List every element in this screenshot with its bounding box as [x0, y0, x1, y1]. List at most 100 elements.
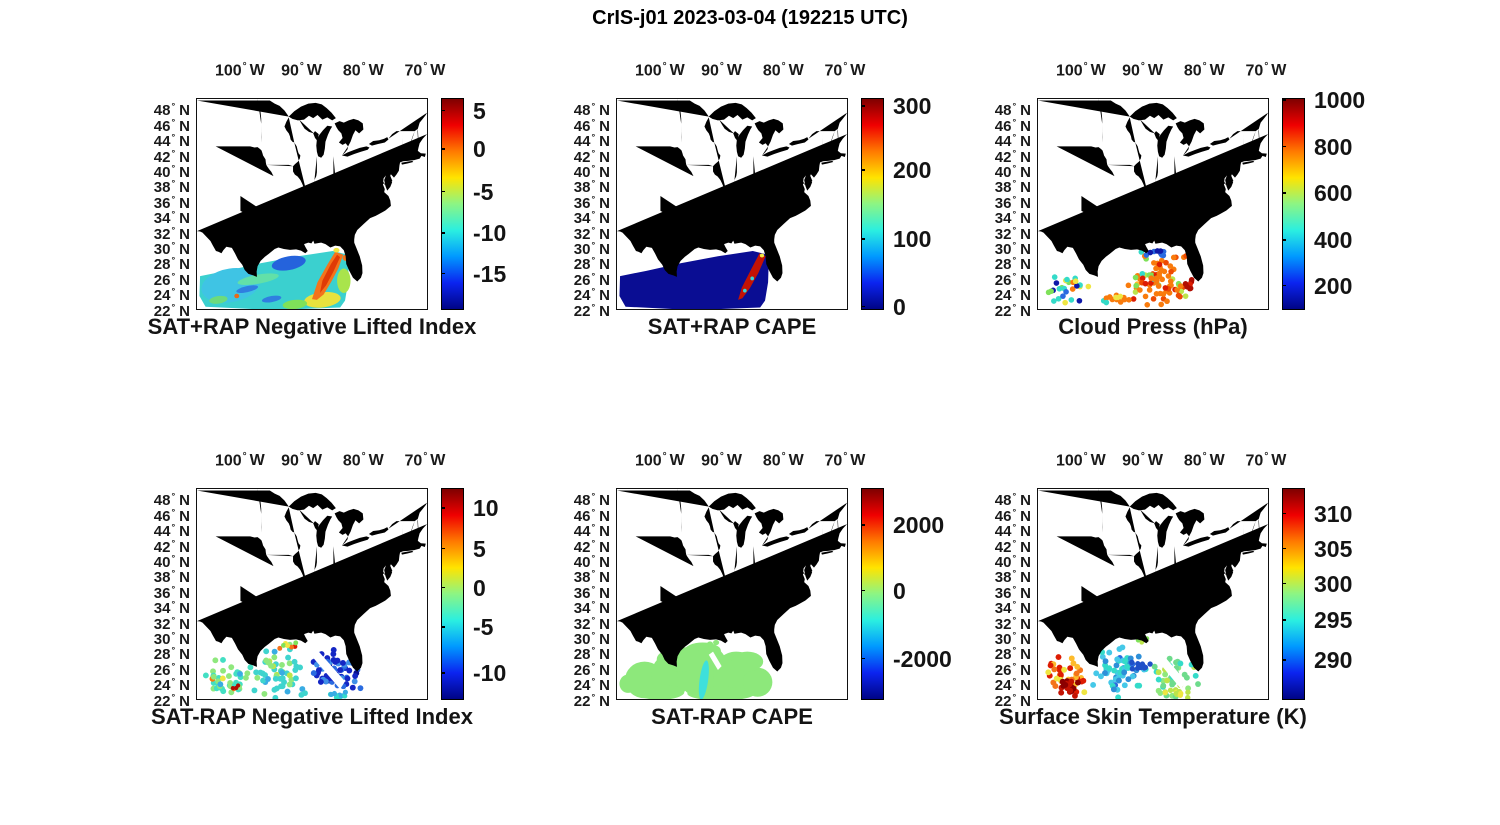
scatter-dot	[1155, 676, 1162, 683]
scatter-dot	[225, 673, 232, 680]
scatter-dot	[1057, 671, 1064, 678]
lat-tick-label: 28° N	[573, 255, 610, 274]
lat-tick-label: 46° N	[573, 506, 610, 525]
lat-tick-label: 40° N	[573, 553, 610, 572]
lat-tick-label: 22° N	[573, 691, 610, 710]
lat-tick-label: 34° N	[573, 599, 610, 618]
scatter-dot	[1159, 276, 1165, 283]
colorbar-tick-label: 0	[893, 577, 906, 604]
scatter-dot	[279, 669, 286, 676]
panel-sat-minus-rap-cape: 100° W 90° W 80° W 70° W 48° N 46° N 44° N 42° N 40° N 38…	[574, 451, 952, 729]
lat-tick-label: 26° N	[994, 660, 1031, 679]
lon-tick-label: 80° W	[342, 451, 384, 470]
scatter-dot	[1067, 665, 1074, 672]
scatter-dot	[1150, 296, 1157, 302]
map-svg	[1038, 99, 1268, 308]
colorbar-tick-mark	[1282, 239, 1286, 241]
scatter-dot	[286, 660, 293, 667]
scatter-dot	[263, 648, 270, 655]
scatter-dot	[1102, 658, 1109, 665]
colorbar-tick-label: -5	[473, 178, 494, 205]
scatter-dot	[1115, 694, 1122, 699]
map-frame	[196, 488, 428, 700]
colorbar-tick-label: 300	[893, 93, 932, 120]
scatter-dot	[228, 664, 235, 671]
colorbar-tick-mark	[441, 148, 445, 150]
us-state-boundaries	[1038, 99, 1268, 282]
map-frame	[196, 98, 428, 310]
scatter-dot	[1070, 660, 1077, 667]
scatter-dot	[1075, 679, 1081, 686]
scatter-dot	[1147, 661, 1153, 667]
colorbar-tick-label: 200	[893, 157, 932, 184]
scatter-dot	[1144, 301, 1151, 308]
data-patch	[282, 299, 308, 309]
data-patch	[333, 247, 340, 253]
scatter-dot	[247, 664, 254, 671]
map-svg	[1038, 489, 1268, 699]
lon-tick-label: 80° W	[762, 451, 804, 470]
lat-tick-label: 48° N	[994, 491, 1031, 510]
scatter-dot	[1129, 673, 1136, 680]
scatter-dot	[1185, 694, 1191, 699]
colorbar-tick-label: 600	[1314, 180, 1353, 207]
scatter-dot	[263, 657, 270, 664]
colorbar-tick-label: -2000	[893, 645, 952, 672]
scatter-dot	[1170, 254, 1177, 261]
scatter-dot	[317, 679, 324, 685]
scatter-dot	[1121, 682, 1128, 689]
scatter-dot	[1182, 293, 1189, 299]
scatter-dot	[330, 657, 337, 663]
scatter-dot	[1055, 295, 1062, 302]
data-patch	[698, 660, 709, 699]
lat-tick-label: 42° N	[994, 537, 1031, 556]
scatter-dot	[1074, 283, 1080, 289]
data-swath	[738, 253, 766, 300]
colorbar-tick-mark	[1282, 145, 1286, 148]
map-frame	[616, 488, 848, 700]
scatter-dot	[265, 676, 271, 682]
scatter-dot	[1132, 289, 1139, 295]
scatter-dot	[1155, 687, 1162, 694]
scatter-dot	[1187, 285, 1193, 292]
lat-tick-label: 32° N	[153, 614, 190, 633]
scatter-dot	[349, 684, 356, 691]
scatter-dot	[1102, 670, 1108, 677]
colorbar-tick-label: 290	[1314, 647, 1353, 674]
scatter-dot	[1115, 677, 1122, 684]
scatter-dot	[1072, 692, 1078, 699]
scatter-dot	[1148, 275, 1155, 282]
lat-tick-label: 36° N	[994, 193, 1031, 212]
scatter-dot	[1163, 259, 1169, 266]
data-patch	[743, 667, 773, 697]
colorbar-tick-mark	[441, 626, 445, 628]
data-patch	[743, 288, 747, 293]
scatter-dot	[1160, 291, 1167, 297]
lat-tick-label: 48° N	[994, 101, 1031, 120]
data-swath	[708, 651, 722, 670]
colorbar-gradient	[1283, 99, 1304, 309]
scatter-dot	[1167, 687, 1174, 693]
colorbar-tick-label: 295	[1314, 607, 1353, 634]
data-patch	[237, 273, 279, 286]
scatter-dot	[279, 683, 286, 690]
scatter-dot	[1061, 666, 1068, 673]
lat-tick-label: 36° N	[153, 193, 190, 212]
lat-tick-label: 26° N	[573, 660, 610, 679]
scatter-dot	[212, 657, 219, 664]
lon-tick-label: 70° W	[824, 451, 866, 470]
scatter-dot	[1188, 277, 1195, 283]
scatter-dot	[1063, 289, 1069, 295]
scatter-dot	[235, 683, 241, 688]
lat-tick-label: 40° N	[994, 163, 1031, 182]
scatter-dot	[1111, 667, 1118, 674]
lon-tick-label: 100° W	[634, 61, 685, 80]
lat-tick-label: 46° N	[573, 116, 610, 135]
scatter-dot	[1121, 296, 1128, 303]
colorbar-tick-mark	[441, 190, 445, 193]
lat-tick-label: 42° N	[153, 147, 190, 166]
scatter-dot	[1076, 297, 1083, 304]
data-patch	[236, 285, 259, 293]
lon-tick-label: 70° W	[1245, 451, 1287, 470]
scatter-dot	[1147, 249, 1154, 256]
